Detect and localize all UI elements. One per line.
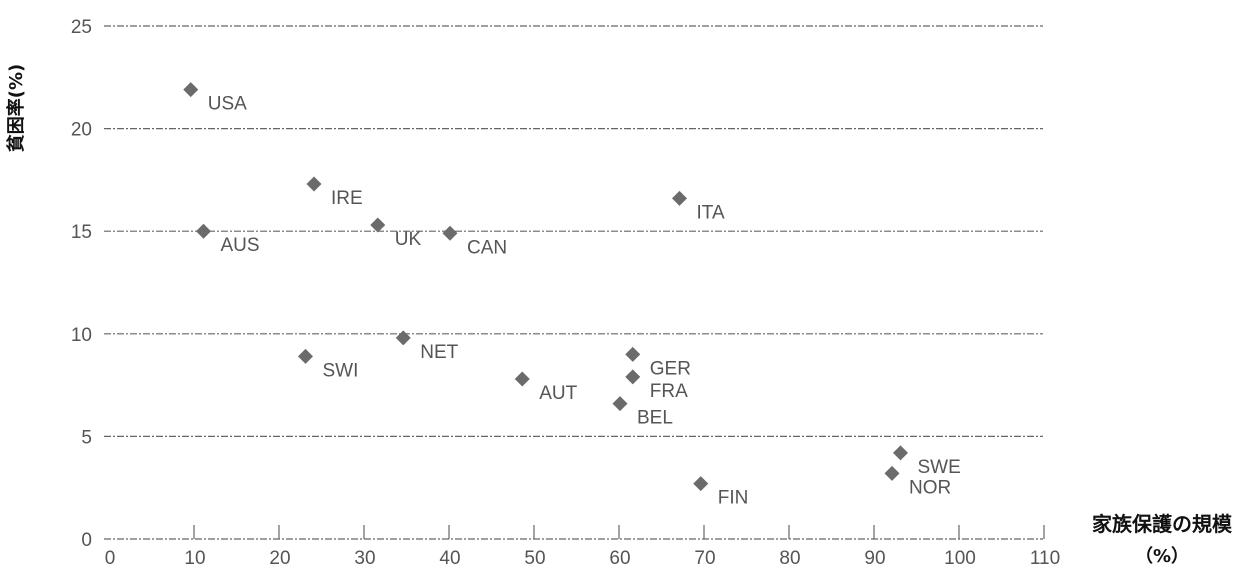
point-label-ire: IRE (331, 188, 363, 209)
y-tick-label: 5 (81, 427, 92, 448)
point-fra (625, 369, 641, 385)
point-fin (693, 476, 709, 492)
point-swe (893, 445, 908, 461)
y-axis-title: 貧困率(%) (5, 64, 27, 153)
x-tick-label: 50 (524, 548, 545, 568)
point-aut (514, 371, 530, 387)
gridlines (104, 25, 1043, 540)
x-tick-label: 90 (864, 548, 885, 568)
point-ger (625, 346, 641, 362)
point-label-aus: AUS (221, 235, 260, 256)
y-tick-label: 10 (71, 325, 92, 346)
x-tick-label: 110 (1030, 548, 1060, 568)
point-net (395, 330, 411, 346)
x-axis-unit: （%） (1135, 546, 1189, 567)
y-axis-tick-labels: 0 5 10 15 20 25 (71, 17, 92, 551)
x-tick-label: 30 (354, 548, 375, 568)
point-label-fin: FIN (718, 488, 749, 509)
point-ire (306, 176, 322, 192)
point-label-can: CAN (467, 237, 507, 258)
point-usa (183, 82, 199, 98)
x-tick-label: 10 (184, 548, 205, 568)
x-tick-label: 60 (609, 548, 630, 568)
point-label-net: NET (420, 342, 458, 363)
point-label-swe: SWE (918, 457, 961, 478)
point-uk (370, 217, 386, 233)
x-tick-label: 40 (439, 548, 460, 568)
point-label-uk: UK (395, 229, 422, 250)
x-axis (193, 525, 1045, 539)
x-tick-label: 80 (779, 548, 800, 568)
data-points (183, 82, 908, 492)
y-tick-label: 0 (81, 530, 92, 551)
x-tick-label: 0 (105, 548, 116, 568)
x-tick-label: 100 (944, 548, 976, 568)
point-nor (884, 465, 900, 481)
point-label-swi: SWI (323, 360, 359, 381)
point-label-fra: FRA (650, 381, 688, 402)
y-tick-label: 15 (71, 222, 92, 243)
point-label-usa: USA (208, 94, 247, 115)
point-label-ita: ITA (697, 202, 725, 223)
point-ita (672, 190, 687, 206)
point-label-nor: NOR (909, 477, 951, 498)
point-label-aut: AUT (539, 383, 577, 404)
x-axis-tick-labels: 0 10 20 30 40 50 60 70 80 90 100 110 (105, 548, 1060, 568)
x-axis-title: 家族保護の規模 (1092, 512, 1233, 536)
y-tick-label: 20 (71, 120, 92, 141)
x-tick-label: 20 (269, 548, 290, 568)
x-tick-label: 70 (694, 548, 715, 568)
point-aus (196, 223, 211, 239)
y-tick-label: 25 (71, 17, 92, 38)
point-label-ger: GER (650, 358, 691, 379)
point-swi (298, 348, 313, 364)
point-label-bel: BEL (637, 408, 673, 429)
point-bel (612, 396, 628, 412)
point-can (442, 225, 458, 241)
